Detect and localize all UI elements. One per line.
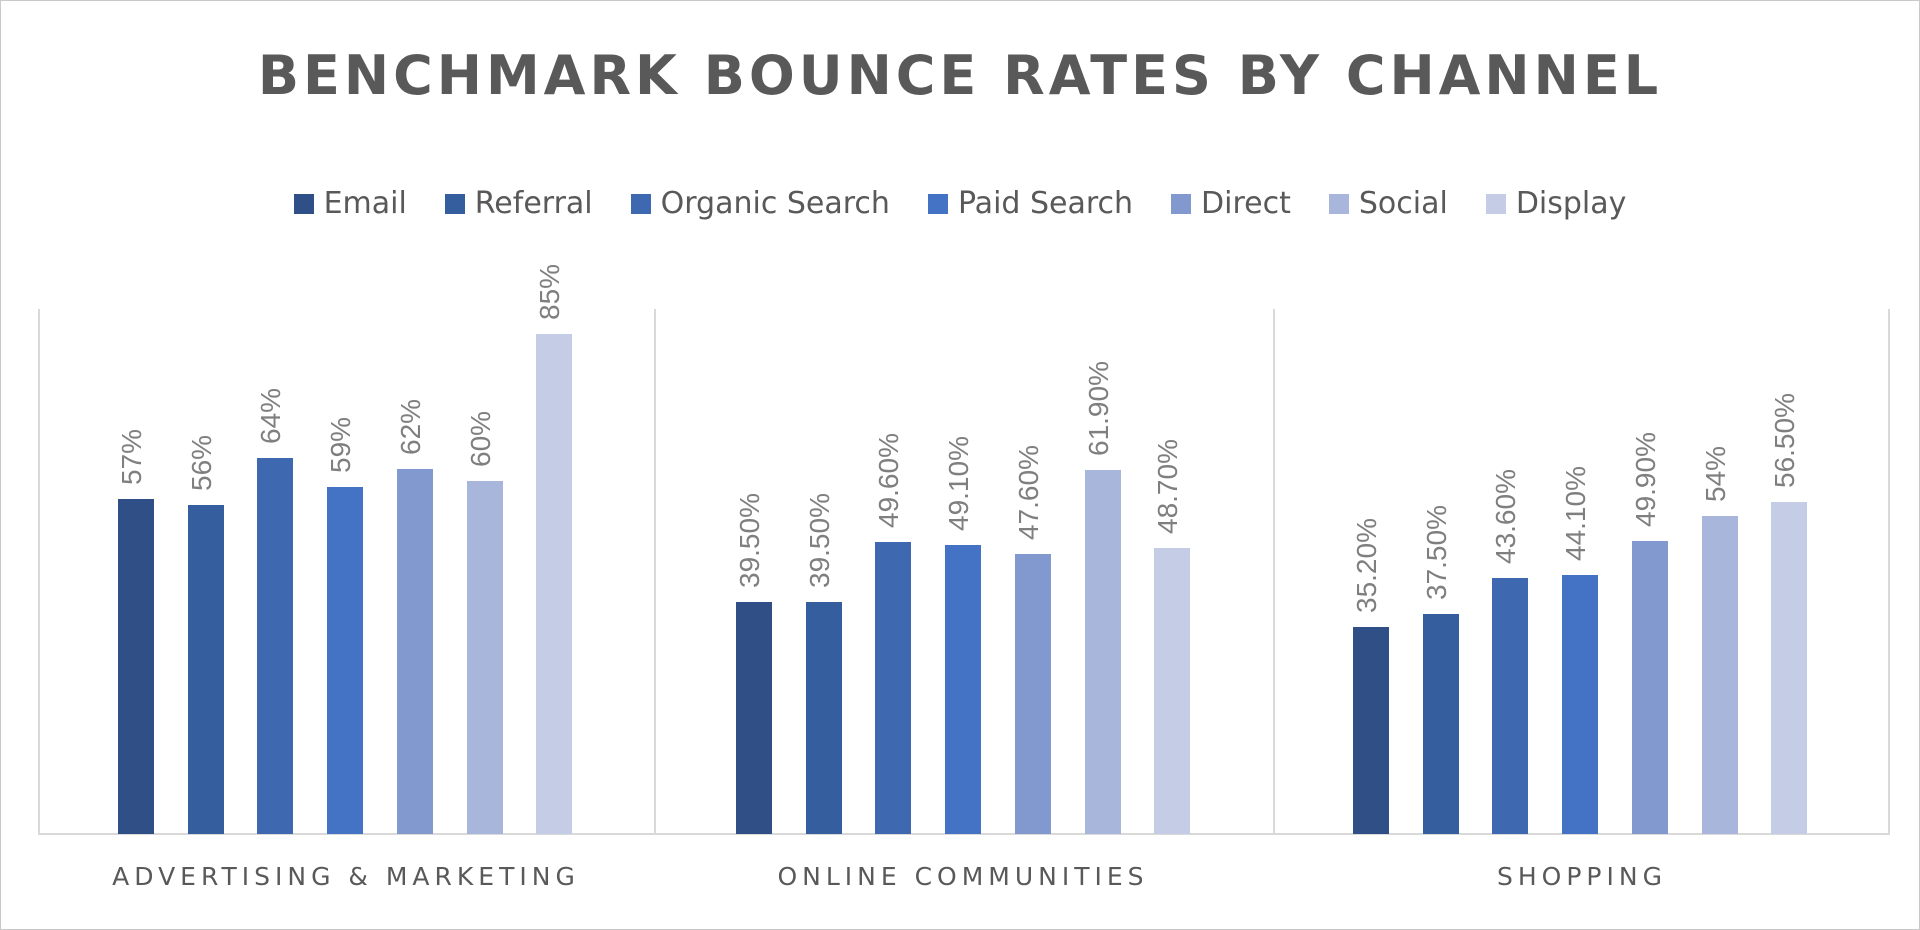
bar-display xyxy=(1154,547,1191,834)
legend-item: Email xyxy=(293,186,407,221)
legend-item: Referral xyxy=(444,186,593,221)
bar-email xyxy=(118,498,154,834)
data-label: 44.10% xyxy=(1560,465,1592,561)
legend-label: Organic Search xyxy=(660,186,890,221)
bar-email xyxy=(1353,627,1389,834)
bar-referral xyxy=(805,601,842,834)
data-label: 35.20% xyxy=(1351,518,1382,614)
legend-label: Direct xyxy=(1201,186,1291,221)
data-label: 62% xyxy=(394,399,426,456)
plot-area xyxy=(38,309,1890,834)
category-divider xyxy=(654,309,656,834)
bar-email xyxy=(736,601,772,834)
legend-item: Organic Search xyxy=(630,186,890,221)
category-label: SHOPPING xyxy=(1497,862,1667,891)
legend-item: Social xyxy=(1328,186,1448,221)
bar-display xyxy=(536,334,573,834)
legend-swatch-icon xyxy=(444,193,465,214)
bar-paid-search xyxy=(1562,574,1599,834)
bar-paid-search xyxy=(945,545,982,834)
legend-label: Email xyxy=(323,186,407,221)
data-label: 61.90% xyxy=(1082,361,1114,457)
category-label: ADVERTISING & MARKETING xyxy=(112,862,580,891)
plot-border-left xyxy=(38,309,40,834)
data-label: 49.90% xyxy=(1629,431,1661,527)
legend-swatch-icon xyxy=(1485,193,1506,214)
data-label: 39.50% xyxy=(803,492,835,588)
data-label: 49.10% xyxy=(943,436,975,532)
legend-label: Paid Search xyxy=(957,186,1134,221)
legend: Email Referral Organic Search Paid Search Di… xyxy=(0,186,1920,221)
data-label: 49.60% xyxy=(873,433,905,529)
bar-paid-search xyxy=(327,487,364,834)
data-label: 56% xyxy=(185,434,217,491)
legend-swatch-icon xyxy=(927,193,948,214)
legend-label: Social xyxy=(1358,186,1448,221)
bar-display xyxy=(1771,501,1808,834)
legend-item: Direct xyxy=(1171,186,1291,221)
legend-swatch-icon xyxy=(1171,193,1192,214)
legend-item: Display xyxy=(1485,186,1627,221)
plot-border-right xyxy=(1888,309,1890,834)
data-label: 56.50% xyxy=(1769,392,1801,488)
data-label: 43.60% xyxy=(1490,468,1522,564)
chart-title: BENCHMARK BOUNCE RATES BY CHANNEL xyxy=(257,44,1663,107)
bar-organic-search xyxy=(1492,577,1529,834)
bar-social xyxy=(1084,470,1121,834)
data-label: 54% xyxy=(1699,446,1731,503)
legend-swatch-icon xyxy=(630,193,651,214)
data-label: 60% xyxy=(464,411,496,468)
legend-label: Referral xyxy=(474,186,593,221)
legend-item: Paid Search xyxy=(927,186,1134,221)
data-label: 48.70% xyxy=(1152,438,1184,534)
bar-direct xyxy=(1631,540,1668,834)
data-label: 37.50% xyxy=(1420,504,1452,600)
legend-swatch-icon xyxy=(293,193,314,214)
data-label: 57% xyxy=(116,428,147,485)
bar-social xyxy=(466,481,503,834)
legend-swatch-icon xyxy=(1328,193,1349,214)
bar-social xyxy=(1701,516,1738,834)
data-label: 59% xyxy=(325,417,357,474)
bar-direct xyxy=(396,469,433,834)
category-label: ONLINE COMMUNITIES xyxy=(777,862,1149,891)
legend-label: Display xyxy=(1515,186,1627,221)
data-label: 64% xyxy=(255,387,287,444)
bar-direct xyxy=(1014,554,1051,834)
x-axis-line xyxy=(38,833,1890,835)
data-label: 39.50% xyxy=(734,492,765,588)
bar-organic-search xyxy=(257,457,294,834)
bar-referral xyxy=(1422,613,1459,834)
data-label: 85% xyxy=(534,264,566,321)
bar-referral xyxy=(187,504,224,834)
category-divider xyxy=(1273,309,1275,834)
data-label: 47.60% xyxy=(1012,445,1044,541)
bar-organic-search xyxy=(875,542,912,834)
